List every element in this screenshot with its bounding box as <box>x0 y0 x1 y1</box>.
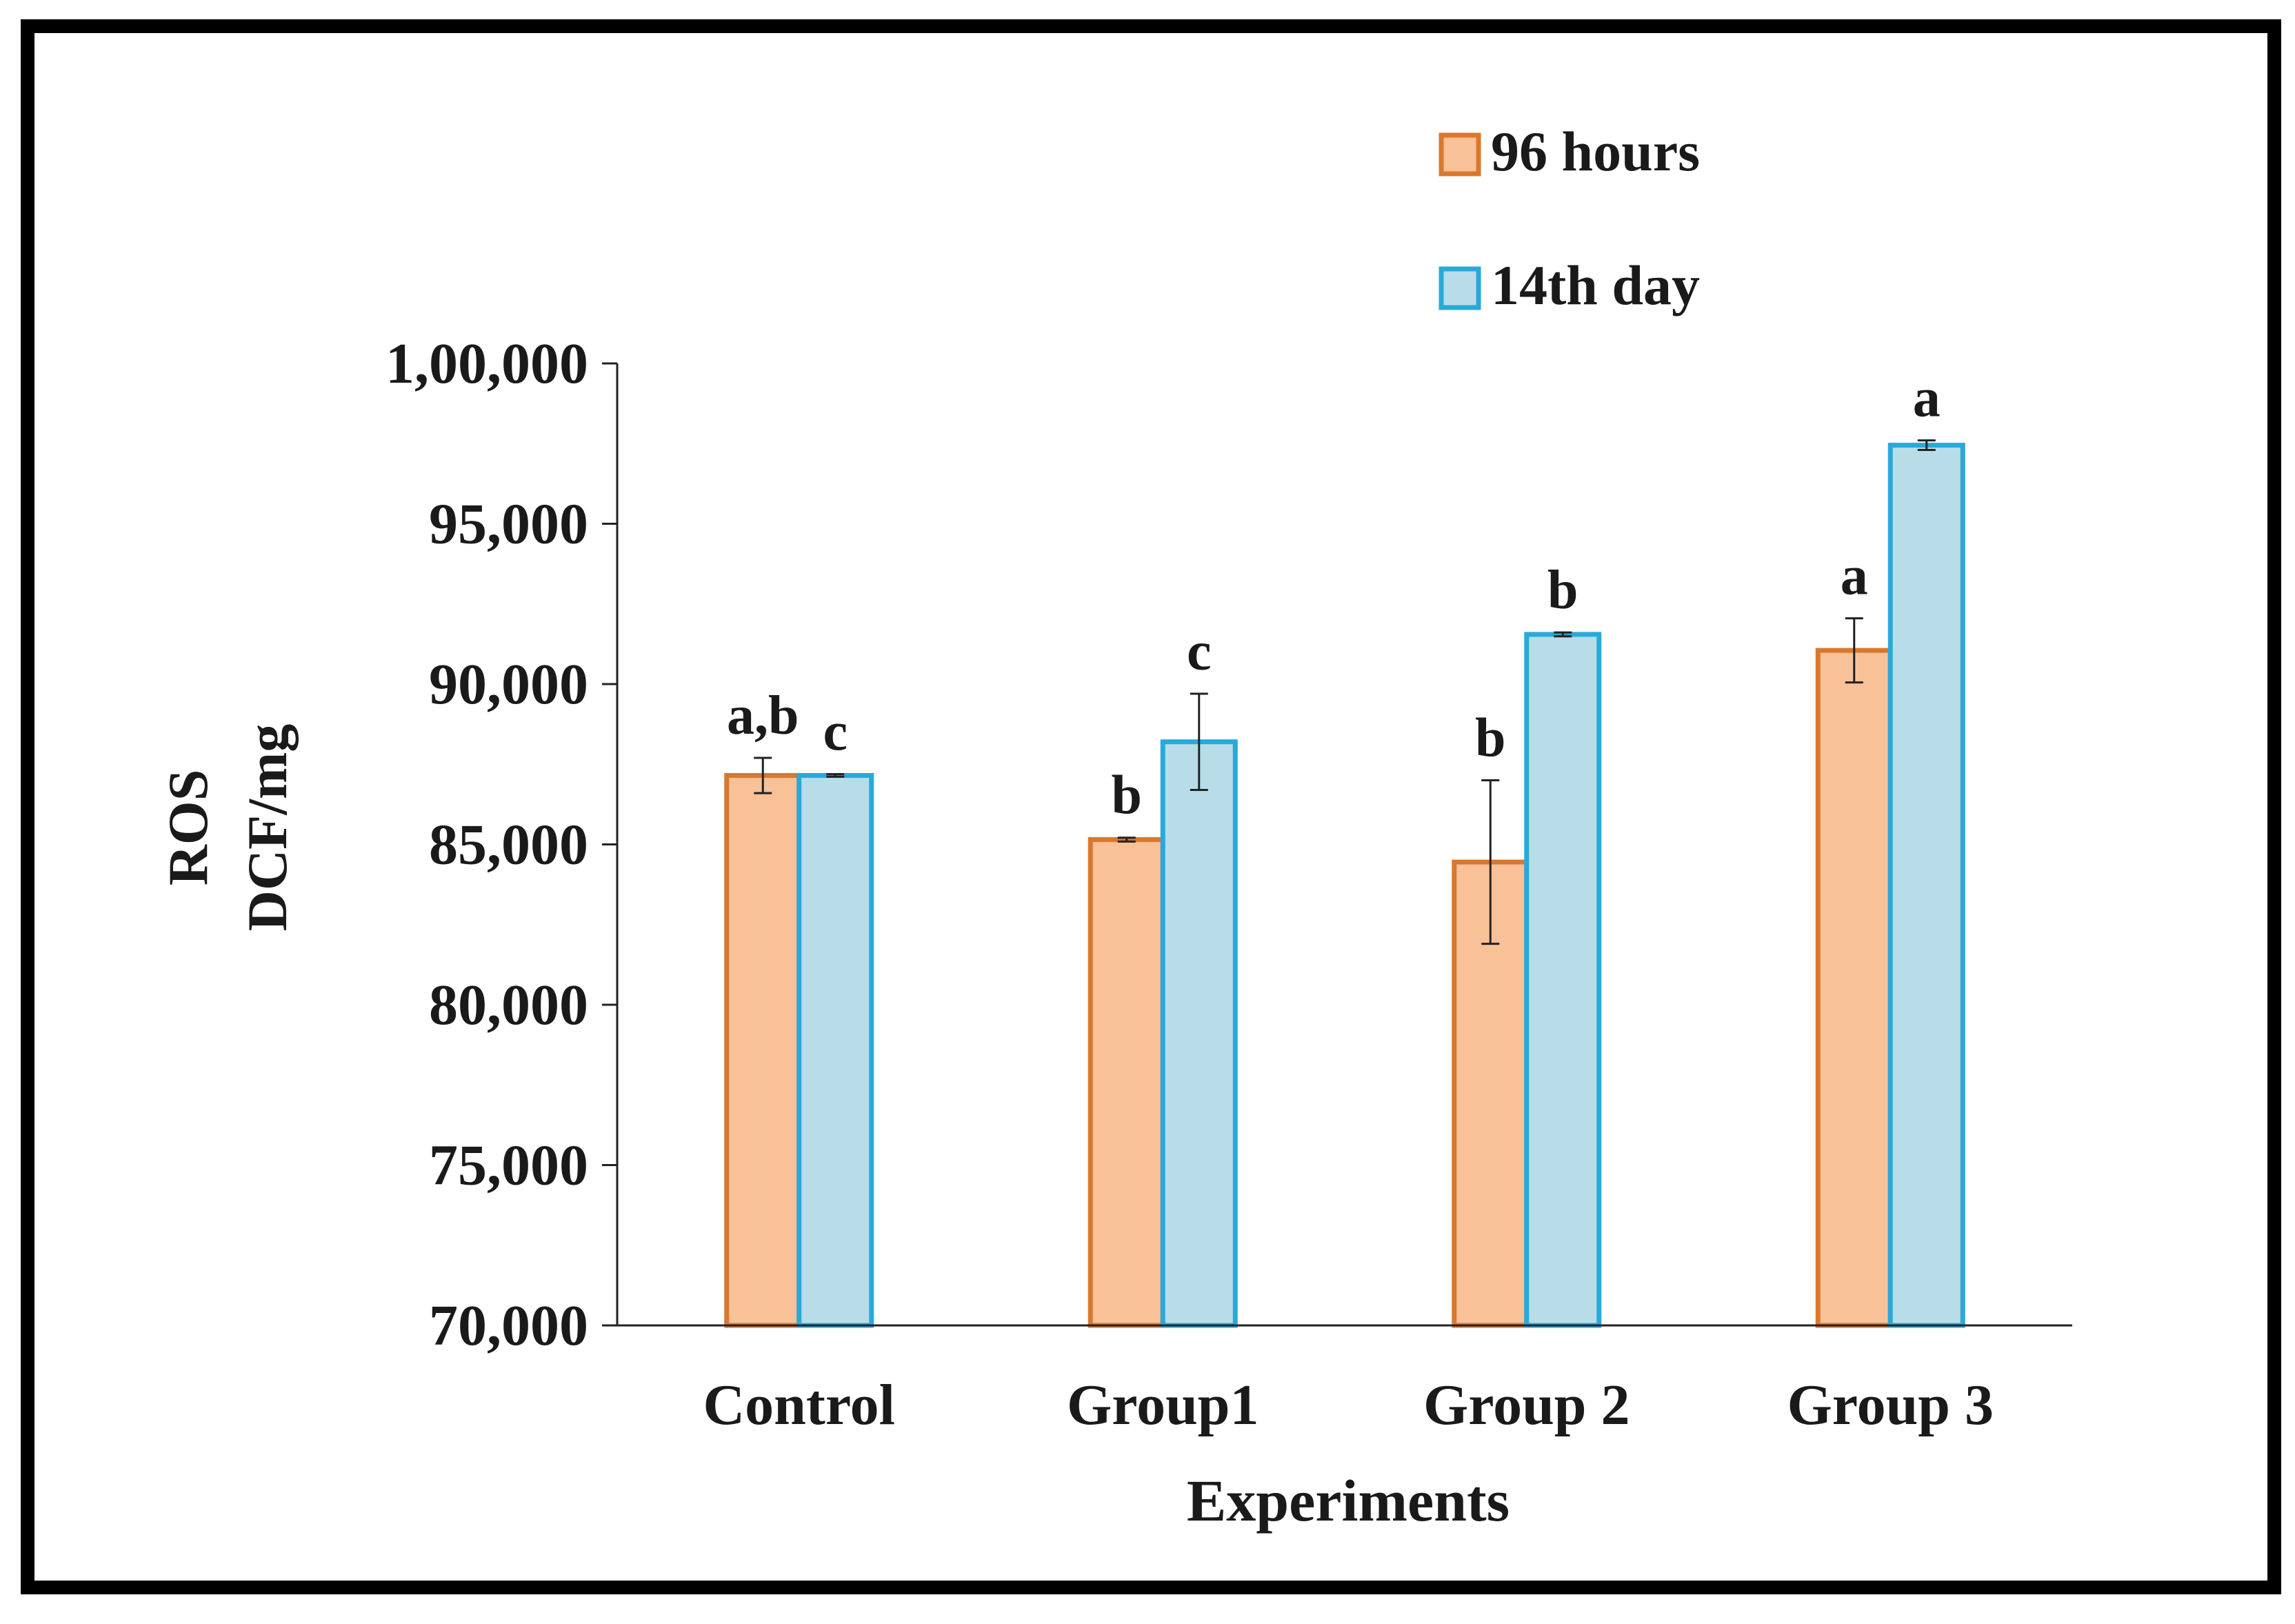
y-axis-title: ROS DCF/mg <box>157 724 299 932</box>
y-tick-label: 1,00,000 <box>385 332 588 396</box>
y-tick-label: 95,000 <box>429 492 588 557</box>
y-tick-label: 85,000 <box>429 813 588 877</box>
bar-14th-day <box>1887 443 1965 1328</box>
bar-96-hours <box>1815 648 1893 1328</box>
significance-label: c <box>823 702 848 763</box>
significance-label: b <box>1475 708 1506 769</box>
legend: 96 hours 14th day <box>1439 120 1700 317</box>
bars-layer: a,b b b a c c b a <box>724 368 1965 1328</box>
x-tick-label: Group1 <box>1067 1373 1259 1437</box>
x-axis: Control Group1 Group 2 Group 3 <box>617 1324 2072 1437</box>
bar-96-hours <box>1088 837 1165 1328</box>
legend-swatch-96-hours <box>1439 132 1481 177</box>
x-axis-title: Experiments <box>1187 1467 1510 1534</box>
bar-14th-day <box>1160 739 1238 1328</box>
significance-label: b <box>1112 765 1143 826</box>
y-axis-title-line-2: DCF/mg <box>236 724 299 932</box>
y-tick-label: 90,000 <box>429 652 588 716</box>
legend-label-14th-day: 14th day <box>1491 254 1700 317</box>
legend-label-96-hours: 96 hours <box>1491 120 1700 183</box>
bar-14th-day <box>1524 632 1602 1328</box>
y-axis: 70,000 75,000 80,000 85,000 90,000 95,000 1,00… <box>385 332 619 1358</box>
bar-96-hours <box>724 773 802 1328</box>
x-tick-label: Group 2 <box>1423 1373 1630 1437</box>
significance-label: a <box>1841 546 1868 607</box>
x-tick-label: Group 3 <box>1787 1373 1994 1437</box>
bar-14th-day <box>796 773 874 1328</box>
significance-label: c <box>1187 621 1212 682</box>
significance-label: b <box>1547 560 1579 621</box>
y-tick-label: 75,000 <box>429 1134 588 1198</box>
bar-96-hours <box>1452 859 1530 1328</box>
significance-label: a,b <box>727 685 799 746</box>
x-tick-label: Control <box>703 1373 895 1437</box>
y-tick-label: 80,000 <box>429 973 588 1037</box>
y-axis-title-line-1: ROS <box>157 770 219 886</box>
y-tick-label: 70,000 <box>429 1294 588 1358</box>
legend-swatch-14th-day <box>1439 266 1481 310</box>
significance-label: a <box>1913 368 1941 429</box>
